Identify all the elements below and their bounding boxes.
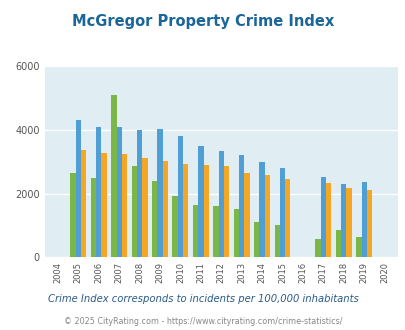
Bar xyxy=(244,173,249,257)
Bar xyxy=(264,176,269,257)
Bar xyxy=(279,168,284,257)
Bar xyxy=(111,95,116,257)
Bar xyxy=(213,206,218,257)
Bar xyxy=(131,167,136,257)
Bar xyxy=(142,157,147,257)
Bar xyxy=(152,182,157,257)
Bar xyxy=(254,222,259,257)
Bar xyxy=(116,127,121,257)
Bar xyxy=(101,153,107,257)
Bar xyxy=(259,162,264,257)
Bar xyxy=(192,205,198,257)
Bar xyxy=(81,149,86,257)
Bar xyxy=(320,177,325,257)
Bar xyxy=(366,190,371,257)
Bar xyxy=(177,136,183,257)
Text: Crime Index corresponds to incidents per 100,000 inhabitants: Crime Index corresponds to incidents per… xyxy=(47,294,358,304)
Bar xyxy=(274,225,279,257)
Bar xyxy=(218,151,224,257)
Bar xyxy=(96,127,101,257)
Bar xyxy=(355,237,360,257)
Bar xyxy=(340,184,345,257)
Bar xyxy=(136,130,142,257)
Bar xyxy=(122,154,127,257)
Bar xyxy=(203,165,208,257)
Bar xyxy=(315,239,320,257)
Bar xyxy=(75,120,81,257)
Bar xyxy=(70,173,75,257)
Text: © 2025 CityRating.com - https://www.cityrating.com/crime-statistics/: © 2025 CityRating.com - https://www.city… xyxy=(64,317,341,326)
Bar xyxy=(172,196,177,257)
Bar xyxy=(91,178,96,257)
Bar xyxy=(162,161,168,257)
Text: McGregor Property Crime Index: McGregor Property Crime Index xyxy=(72,14,333,29)
Bar xyxy=(183,164,188,257)
Bar xyxy=(239,155,244,257)
Bar xyxy=(284,179,290,257)
Bar xyxy=(198,147,203,257)
Bar xyxy=(233,209,239,257)
Bar xyxy=(157,129,162,257)
Bar xyxy=(325,183,330,257)
Bar xyxy=(360,182,366,257)
Bar xyxy=(345,188,351,257)
Bar xyxy=(335,230,340,257)
Bar xyxy=(224,166,229,257)
